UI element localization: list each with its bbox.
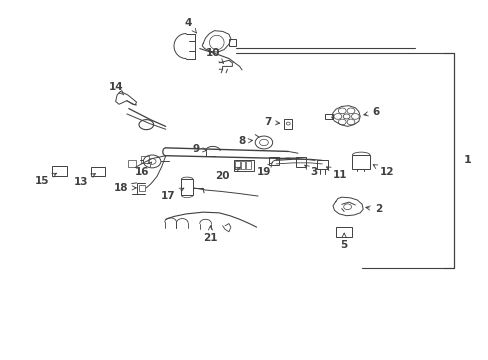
Bar [352, 155, 369, 169]
Text: 18: 18 [114, 183, 136, 193]
Text: 19: 19 [256, 162, 272, 177]
Text: 4: 4 [184, 18, 196, 33]
Text: 9: 9 [192, 144, 206, 154]
Text: 13: 13 [73, 174, 95, 187]
Bar [268, 157, 278, 165]
Text: 1: 1 [462, 156, 470, 165]
Text: 11: 11 [326, 167, 347, 180]
Text: 10: 10 [205, 48, 223, 63]
Text: 5: 5 [340, 233, 347, 250]
Text: 6: 6 [363, 107, 378, 117]
Bar [91, 167, 105, 176]
Text: 12: 12 [372, 165, 393, 177]
Bar [240, 161, 245, 169]
Text: 7: 7 [264, 117, 279, 127]
Text: 17: 17 [161, 188, 183, 202]
Text: 8: 8 [238, 136, 252, 147]
Bar [181, 179, 193, 195]
Bar [127, 160, 135, 167]
Text: 15: 15 [35, 173, 57, 186]
Text: 21: 21 [203, 226, 217, 243]
Bar [295, 157, 305, 167]
Bar [335, 227, 352, 237]
Text: 3: 3 [304, 165, 317, 177]
Bar [246, 161, 251, 169]
Text: 16: 16 [135, 162, 151, 177]
Bar [141, 156, 148, 163]
Text: 20: 20 [215, 167, 240, 181]
Text: 2: 2 [365, 204, 381, 214]
Bar [52, 166, 67, 176]
Bar [284, 119, 291, 129]
Bar [234, 161, 239, 169]
Bar [324, 114, 332, 118]
Bar [228, 39, 235, 46]
Bar [233, 160, 254, 171]
Bar [317, 160, 327, 169]
Text: 14: 14 [108, 82, 123, 95]
Bar [138, 185, 144, 192]
